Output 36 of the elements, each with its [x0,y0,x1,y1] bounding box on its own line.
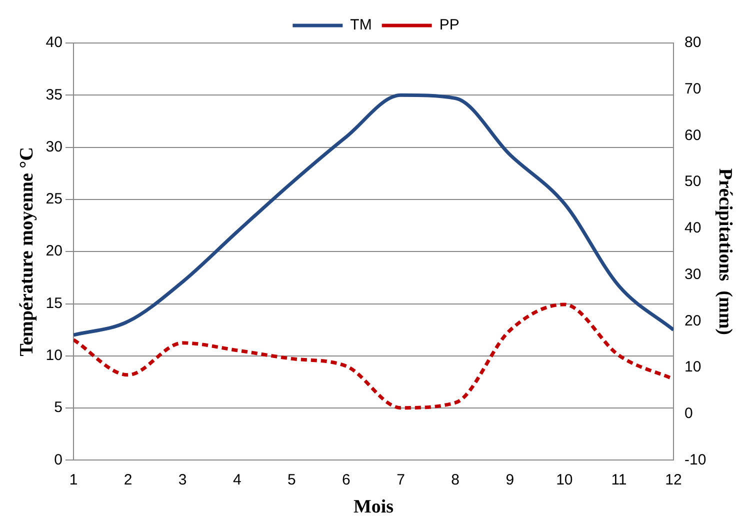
y2-tick-label: -10 [684,451,706,468]
x-tick-label: 6 [342,471,350,488]
y2-tick-label: 20 [684,312,702,330]
x-tick-label: 11 [611,471,627,488]
x-tick-label: 10 [556,471,573,488]
legend-label: PP [439,16,460,34]
y-tick-label: 10 [46,347,62,364]
x-tick-label: 7 [396,471,405,488]
x-tick-label: 9 [506,471,514,488]
y2-tick-label: 70 [684,80,702,98]
y-tick-label: 30 [46,138,62,156]
y-tick-label: 20 [46,242,62,260]
y2-tick-label: 50 [684,173,702,190]
y2-tick-label: 80 [684,34,702,52]
x-axis-title: Mois [353,496,394,518]
x-tick-label: 4 [232,471,242,488]
x-tick-label: 2 [124,471,132,488]
y2-tick-label: 0 [684,404,693,422]
y-tick-label: 25 [46,190,62,208]
y-tick-label: 35 [46,86,62,104]
y2-axis-title: Précipitations (mm) [714,168,736,335]
x-tick-label: 5 [288,471,296,488]
y-tick-label: 5 [54,399,62,416]
y2-tick-label: 10 [684,358,702,376]
legend-label: TM [350,16,372,34]
x-tick-label: 8 [451,471,460,488]
y2-tick-label: 60 [684,126,702,144]
y-tick-label: 40 [46,34,62,52]
y-axis-title: Température moyenne °C [16,147,38,356]
x-tick-label: 1 [69,471,78,488]
x-tick-label: 12 [665,471,682,488]
y-tick-label: 0 [54,451,62,468]
y-tick-label: 15 [46,294,62,312]
y2-tick-label: 40 [684,220,702,237]
y2-tick-label: 30 [684,266,702,283]
x-tick-label: 3 [178,471,187,488]
